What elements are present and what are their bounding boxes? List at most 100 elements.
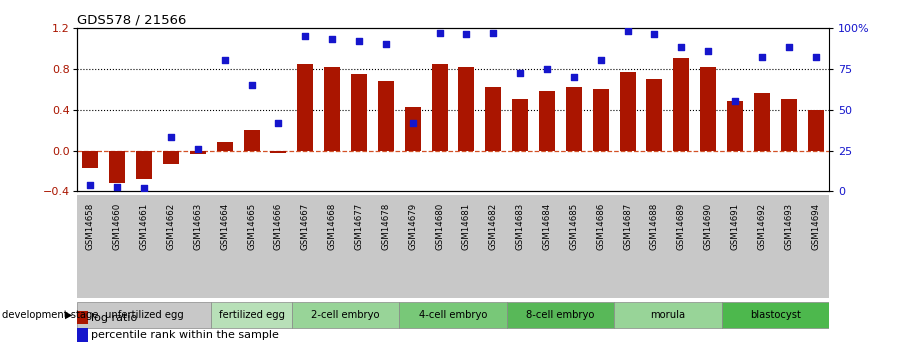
Bar bbox=[351, 74, 367, 150]
Point bbox=[728, 99, 742, 104]
Bar bbox=[593, 89, 609, 150]
Text: GSM14694: GSM14694 bbox=[811, 203, 820, 250]
Bar bbox=[244, 130, 260, 150]
Text: GSM14689: GSM14689 bbox=[677, 203, 686, 250]
Point bbox=[406, 120, 420, 125]
Point bbox=[513, 71, 527, 76]
Text: percentile rank within the sample: percentile rank within the sample bbox=[91, 330, 279, 340]
Bar bbox=[512, 99, 528, 150]
Text: 8-cell embryo: 8-cell embryo bbox=[526, 310, 594, 320]
Text: blastocyst: blastocyst bbox=[750, 310, 801, 320]
Text: GSM14677: GSM14677 bbox=[354, 203, 363, 250]
Bar bbox=[77, 195, 829, 298]
Text: ▶: ▶ bbox=[65, 310, 72, 320]
Bar bbox=[431, 65, 448, 150]
Text: GSM14661: GSM14661 bbox=[140, 203, 149, 250]
Text: GSM14681: GSM14681 bbox=[462, 203, 471, 250]
Text: log ratio: log ratio bbox=[91, 313, 137, 323]
Text: GSM14660: GSM14660 bbox=[112, 203, 121, 250]
Point bbox=[486, 30, 500, 35]
Point bbox=[217, 58, 232, 63]
Bar bbox=[727, 101, 743, 150]
Bar bbox=[297, 65, 313, 150]
Point bbox=[674, 45, 689, 50]
Bar bbox=[378, 81, 394, 150]
Bar bbox=[565, 87, 582, 150]
Bar bbox=[82, 150, 99, 168]
Bar bbox=[781, 99, 796, 150]
Bar bbox=[539, 91, 555, 150]
Bar bbox=[614, 302, 721, 328]
Bar bbox=[673, 58, 689, 150]
Text: GSM14692: GSM14692 bbox=[757, 203, 766, 250]
Bar bbox=[324, 67, 340, 150]
Point bbox=[566, 74, 581, 79]
Point bbox=[755, 54, 769, 60]
Bar bbox=[620, 72, 636, 150]
Text: GSM14684: GSM14684 bbox=[543, 203, 552, 250]
Point bbox=[647, 31, 661, 37]
Point bbox=[782, 45, 796, 50]
Text: GSM14665: GSM14665 bbox=[247, 203, 256, 250]
Text: GDS578 / 21566: GDS578 / 21566 bbox=[77, 13, 187, 27]
Text: fertilized egg: fertilized egg bbox=[218, 310, 284, 320]
Bar bbox=[190, 150, 206, 154]
Point bbox=[593, 58, 608, 63]
Bar bbox=[77, 328, 88, 342]
Point bbox=[621, 28, 635, 33]
Text: morula: morula bbox=[651, 310, 686, 320]
Point bbox=[540, 66, 554, 71]
Point bbox=[432, 30, 447, 35]
Point bbox=[83, 182, 98, 188]
Text: GSM14687: GSM14687 bbox=[623, 203, 632, 250]
Text: GSM14662: GSM14662 bbox=[167, 203, 176, 250]
Text: GSM14685: GSM14685 bbox=[569, 203, 578, 250]
Bar bbox=[217, 142, 233, 150]
Bar bbox=[506, 302, 614, 328]
Text: 4-cell embryo: 4-cell embryo bbox=[419, 310, 487, 320]
Text: GSM14682: GSM14682 bbox=[488, 203, 497, 250]
Point bbox=[110, 184, 124, 189]
Bar bbox=[721, 302, 829, 328]
Bar bbox=[400, 302, 506, 328]
Text: GSM14688: GSM14688 bbox=[650, 203, 659, 250]
Bar bbox=[807, 110, 824, 150]
Point bbox=[245, 82, 259, 88]
Text: GSM14658: GSM14658 bbox=[86, 203, 95, 250]
Bar bbox=[700, 67, 716, 150]
Point bbox=[325, 36, 340, 42]
Point bbox=[298, 33, 313, 39]
Bar bbox=[754, 93, 770, 150]
Text: GSM14679: GSM14679 bbox=[409, 203, 418, 250]
Text: GSM14691: GSM14691 bbox=[730, 203, 739, 250]
Text: development stage: development stage bbox=[2, 310, 99, 320]
Text: GSM14666: GSM14666 bbox=[274, 203, 283, 250]
Text: GSM14678: GSM14678 bbox=[381, 203, 390, 250]
Point bbox=[459, 31, 474, 37]
Text: GSM14680: GSM14680 bbox=[435, 203, 444, 250]
Bar bbox=[163, 150, 179, 164]
Text: GSM14668: GSM14668 bbox=[328, 203, 337, 250]
Text: 2-cell embryo: 2-cell embryo bbox=[312, 310, 380, 320]
Point bbox=[352, 38, 366, 43]
Text: GSM14664: GSM14664 bbox=[220, 203, 229, 250]
Text: GSM14693: GSM14693 bbox=[785, 203, 794, 250]
Bar bbox=[77, 302, 211, 328]
Point bbox=[701, 48, 716, 53]
Bar bbox=[211, 302, 292, 328]
Text: GSM14690: GSM14690 bbox=[704, 203, 713, 250]
Text: GSM14667: GSM14667 bbox=[301, 203, 310, 250]
Bar bbox=[486, 87, 501, 150]
Point bbox=[271, 120, 285, 125]
Bar bbox=[292, 302, 400, 328]
Point bbox=[137, 186, 151, 191]
Bar bbox=[270, 150, 286, 152]
Bar bbox=[110, 150, 125, 183]
Bar bbox=[646, 79, 662, 150]
Bar bbox=[405, 108, 420, 150]
Bar bbox=[136, 150, 152, 179]
Text: GSM14663: GSM14663 bbox=[193, 203, 202, 250]
Point bbox=[190, 146, 205, 151]
Point bbox=[808, 54, 823, 60]
Bar bbox=[77, 311, 88, 324]
